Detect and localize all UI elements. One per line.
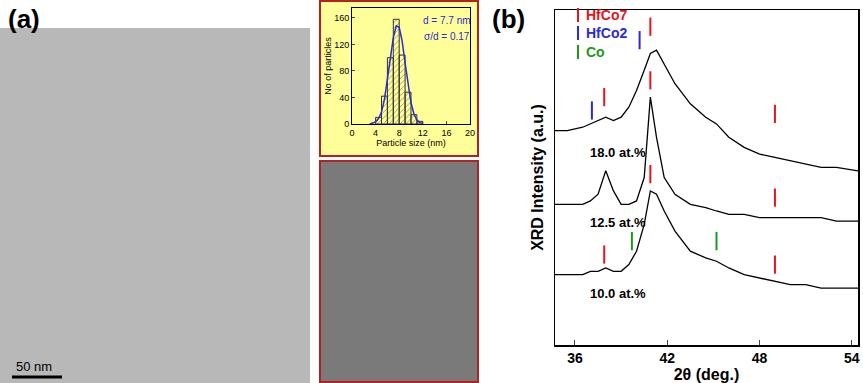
svg-text:2θ (deg.): 2θ (deg.) [674, 366, 740, 383]
svg-text:(a): (a) [8, 4, 40, 34]
svg-text:HfCo7: HfCo7 [586, 7, 627, 23]
svg-text:16: 16 [441, 128, 451, 138]
svg-text:48: 48 [752, 350, 768, 366]
svg-text:40: 40 [339, 93, 349, 103]
svg-text:18.0 at.%: 18.0 at.% [590, 145, 646, 160]
svg-text:36: 36 [567, 350, 583, 366]
svg-text:12: 12 [418, 128, 428, 138]
svg-text:XRD Intensity (a.u.): XRD Intensity (a.u.) [529, 104, 546, 251]
svg-text:54: 54 [844, 350, 860, 366]
svg-text:10.0 at.%: 10.0 at.% [590, 286, 646, 301]
svg-text:120: 120 [334, 40, 349, 50]
svg-text:(b): (b) [492, 4, 525, 34]
svg-text:HfCo2: HfCo2 [586, 25, 627, 41]
svg-text:12.5 at.%: 12.5 at.% [590, 215, 646, 230]
svg-text:80: 80 [339, 66, 349, 76]
svg-text:42: 42 [659, 350, 675, 366]
svg-text:4: 4 [373, 128, 378, 138]
svg-text:160: 160 [334, 13, 349, 23]
svg-text:Particle size (nm): Particle size (nm) [376, 138, 446, 148]
svg-text:8: 8 [397, 128, 402, 138]
svg-text:d = 7.7 nm: d = 7.7 nm [423, 15, 471, 26]
svg-text:No of particles: No of particles [323, 37, 333, 95]
svg-text:50 nm: 50 nm [16, 359, 52, 374]
svg-text:20: 20 [465, 128, 475, 138]
svg-text:σ/d = 0.17: σ/d = 0.17 [424, 31, 470, 42]
svg-text:0: 0 [344, 119, 349, 129]
svg-text:Co: Co [586, 44, 605, 60]
svg-text:0: 0 [349, 128, 354, 138]
